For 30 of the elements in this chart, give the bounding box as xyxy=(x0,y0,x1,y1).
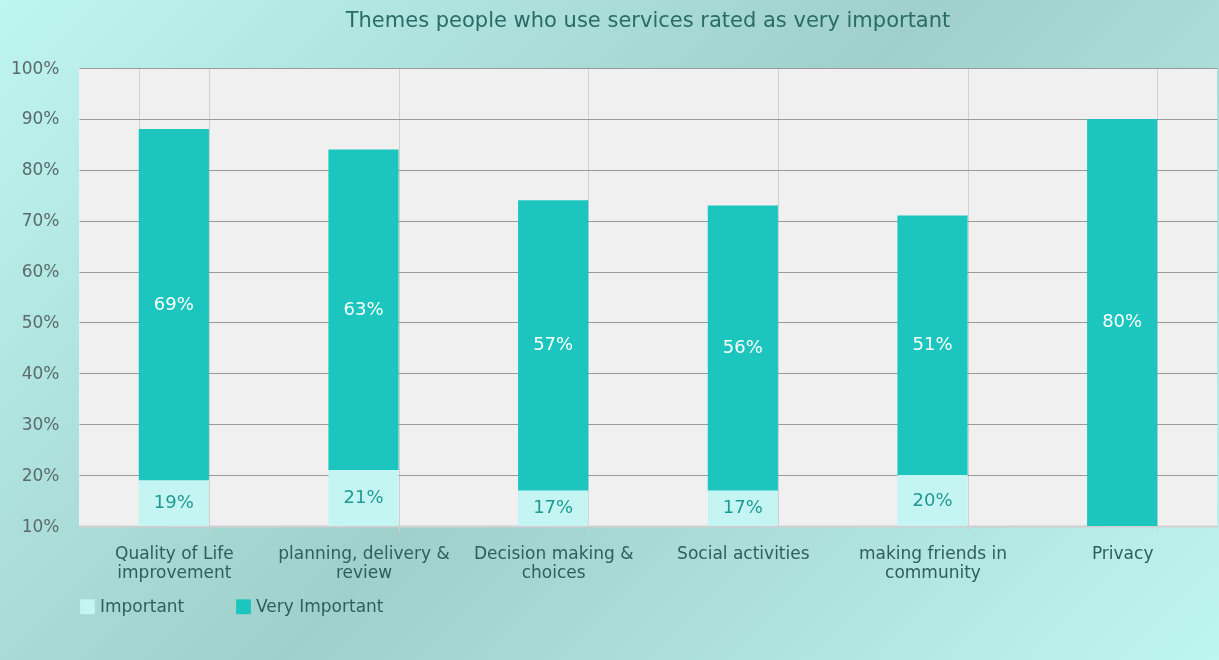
x-tick-label: planning, delivery & review xyxy=(278,542,450,582)
x-tick-label: making friends in community xyxy=(859,542,1007,582)
data-label: 21% xyxy=(343,486,384,508)
data-label: 63% xyxy=(343,297,384,319)
y-tick-label: 40% xyxy=(21,362,60,383)
data-label: 80% xyxy=(1102,310,1143,332)
y-tick-label: 20% xyxy=(21,464,60,485)
data-label: 17% xyxy=(533,496,574,518)
x-tick-label: Privacy xyxy=(1091,542,1154,563)
y-tick-label: 10% xyxy=(21,515,60,536)
data-label: 69% xyxy=(153,292,194,314)
legend-label: Important xyxy=(100,595,185,616)
y-tick-label: 60% xyxy=(21,261,60,282)
data-label: 57% xyxy=(533,333,574,355)
y-tick-label: 100% xyxy=(10,57,60,78)
data-label: 17% xyxy=(722,496,763,518)
data-label: 56% xyxy=(722,335,763,357)
data-label: 19% xyxy=(153,491,194,513)
y-tick-label: 50% xyxy=(21,311,60,332)
y-tick-label: 70% xyxy=(21,210,60,231)
y-tick-label: 90% xyxy=(21,108,60,129)
chart-title: Themes people who use services rated as very important xyxy=(344,8,951,32)
data-label: 20% xyxy=(912,488,953,510)
x-tick-label: Social activities xyxy=(677,542,810,563)
y-tick-label: 80% xyxy=(21,159,60,180)
data-label: 51% xyxy=(912,333,953,355)
x-tick-label: Decision making & choices xyxy=(473,542,634,582)
x-tick-label: Quality of Life improvement xyxy=(115,542,234,582)
legend-label: Very Important xyxy=(256,595,384,616)
y-tick-label: 30% xyxy=(21,413,60,434)
